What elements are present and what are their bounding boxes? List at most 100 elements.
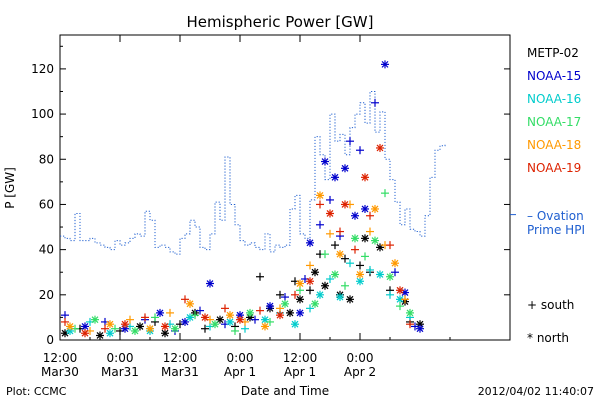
- data-point-noaa-15: [156, 308, 164, 317]
- data-point-noaa-15: [306, 238, 314, 247]
- x-tick-label-date: Mar31: [161, 365, 199, 379]
- data-point-metp-02: [161, 329, 169, 338]
- data-point-noaa-19: [341, 200, 349, 209]
- data-point-noaa-18: [326, 229, 334, 238]
- data-point-noaa-17: [91, 315, 99, 324]
- data-point-noaa-17: [321, 250, 329, 259]
- data-point-metp-02: [346, 295, 354, 304]
- data-point-metp-02: [311, 268, 319, 277]
- data-point-noaa-15: [391, 268, 399, 277]
- data-point-noaa-19: [376, 143, 384, 152]
- x-tick-label-time: 12:00: [163, 351, 198, 365]
- data-point-noaa-17: [266, 317, 274, 326]
- x-tick-label-time: 0:00: [347, 351, 374, 365]
- data-point-noaa-16: [291, 320, 299, 329]
- legend: METP-02 NOAA-15 NOAA-16 NOAA-17 NOAA-18 NOAA-…: [527, 46, 581, 175]
- data-point-noaa-19: [161, 322, 169, 331]
- chart-title: Hemispheric Power [GW]: [187, 13, 374, 31]
- plot-frame: [59, 34, 511, 341]
- data-point-noaa-19: [181, 295, 189, 304]
- data-point-noaa-19: [361, 173, 369, 182]
- data-point-noaa-18: [306, 261, 314, 270]
- data-point-noaa-15: [196, 306, 204, 315]
- x-tick-label-date: Mar30: [41, 365, 79, 379]
- data-point-noaa-18: [126, 315, 134, 324]
- legend-item-noaa-17: NOAA-17: [527, 115, 581, 129]
- y-axis: 0 20 40 60 80 100 120: [31, 45, 510, 347]
- data-point-metp-02: [331, 241, 339, 250]
- data-point-noaa-16: [346, 259, 354, 268]
- data-point-noaa-15: [331, 173, 339, 182]
- y-tick-label: 80: [39, 152, 54, 166]
- y-tick-label: 40: [39, 243, 54, 257]
- data-point-noaa-18: [106, 320, 114, 329]
- data-point-metp-02: [361, 234, 369, 243]
- data-point-noaa-16: [241, 324, 249, 333]
- plot-credit: Plot: CCMC: [6, 385, 67, 398]
- north-marker-legend: * north: [527, 331, 569, 345]
- data-point-noaa-16: [356, 277, 364, 286]
- data-point-noaa-19: [61, 317, 69, 326]
- data-point-noaa-17: [396, 302, 404, 311]
- data-point-noaa-17: [311, 299, 319, 308]
- data-point-metp-02: [321, 281, 329, 290]
- data-point-noaa-16: [326, 275, 334, 283]
- x-tick-label-date: Apr 2: [344, 365, 376, 379]
- data-point-metp-02: [286, 308, 294, 317]
- data-point-noaa-15: [61, 311, 69, 320]
- data-point-noaa-15: [356, 146, 364, 155]
- data-point-noaa-19: [101, 324, 109, 333]
- data-point-metp-02: [96, 331, 104, 340]
- data-point-noaa-18: [146, 324, 154, 333]
- x-tick-label-time: 0:00: [107, 351, 134, 365]
- data-point-noaa-17: [281, 299, 289, 308]
- legend-item-noaa-18: NOAA-18: [527, 138, 581, 152]
- data-point-metp-02: [296, 295, 304, 304]
- ovation-hpi-layer: [60, 90, 516, 255]
- y-tick-label: 100: [31, 107, 54, 121]
- data-point-noaa-15: [371, 98, 379, 107]
- data-point-noaa-15: [341, 164, 349, 173]
- y-tick-label: 20: [39, 288, 54, 302]
- data-point-noaa-18: [226, 311, 234, 320]
- data-point-noaa-17: [351, 234, 359, 243]
- data-point-noaa-15: [361, 204, 369, 213]
- data-point-noaa-18: [316, 191, 324, 200]
- data-point-noaa-19: [81, 329, 89, 338]
- data-point-noaa-18: [366, 227, 374, 236]
- legend-item-noaa-16: NOAA-16: [527, 92, 581, 106]
- data-point-noaa-15: [316, 220, 324, 229]
- data-point-noaa-16: [306, 304, 314, 313]
- data-point-noaa-15: [281, 293, 289, 302]
- ovation-legend-line1: – Ovation: [527, 209, 584, 223]
- data-point-noaa-17: [386, 272, 394, 281]
- data-point-noaa-15: [251, 315, 259, 324]
- data-point-noaa-18: [356, 270, 364, 279]
- data-point-noaa-16: [386, 290, 394, 299]
- data-point-noaa-17: [246, 308, 254, 317]
- data-point-noaa-16: [366, 265, 374, 274]
- data-point-noaa-16: [376, 270, 384, 279]
- x-tick-label-date: Mar31: [101, 365, 139, 379]
- data-point-noaa-15: [81, 322, 89, 331]
- legend-item-metp-02: METP-02: [527, 46, 579, 60]
- legend-item-noaa-15: NOAA-15: [527, 69, 581, 83]
- data-point-noaa-17: [381, 189, 389, 198]
- ovation-legend-line2: Prime HPI: [527, 223, 585, 237]
- data-point-noaa-16: [226, 317, 234, 326]
- data-point-noaa-17: [191, 311, 199, 320]
- satellite-points-layer: [61, 60, 424, 340]
- ovation-hpi-line: [60, 90, 446, 255]
- x-tick-label-date: Apr 1: [284, 365, 316, 379]
- data-point-noaa-17: [361, 252, 369, 261]
- data-point-noaa-17: [406, 308, 414, 317]
- data-point-noaa-17: [331, 270, 339, 279]
- data-point-noaa-19: [201, 313, 209, 322]
- data-point-noaa-17: [131, 326, 139, 335]
- data-point-noaa-15: [416, 324, 424, 333]
- data-point-noaa-17: [111, 324, 119, 333]
- data-point-metp-02: [201, 324, 209, 333]
- data-point-noaa-17: [171, 324, 179, 333]
- data-point-noaa-18: [371, 204, 379, 213]
